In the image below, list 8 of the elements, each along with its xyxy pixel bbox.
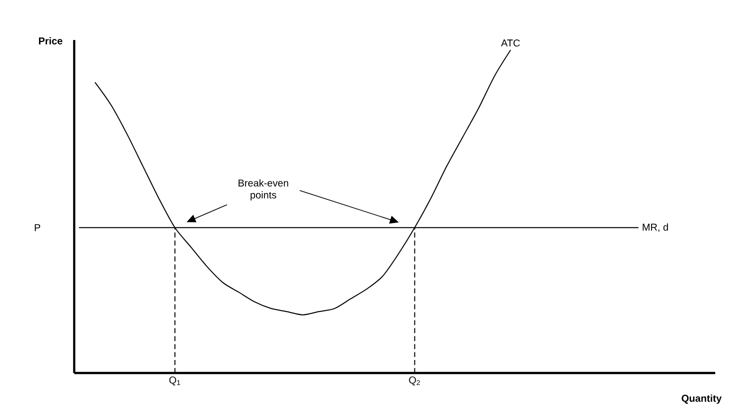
annotation: Break-even points <box>238 179 288 200</box>
x-axis-title: Quantity <box>682 394 722 404</box>
series-label: ATC <box>501 39 520 47</box>
x-tick-label: Q$_{1}$ <box>169 376 180 386</box>
series-label: MR, d <box>642 223 668 232</box>
x-tick-label: Q$_{2}$ <box>409 376 420 386</box>
text: P <box>34 224 40 232</box>
y-axis-title: Price <box>38 37 62 44</box>
